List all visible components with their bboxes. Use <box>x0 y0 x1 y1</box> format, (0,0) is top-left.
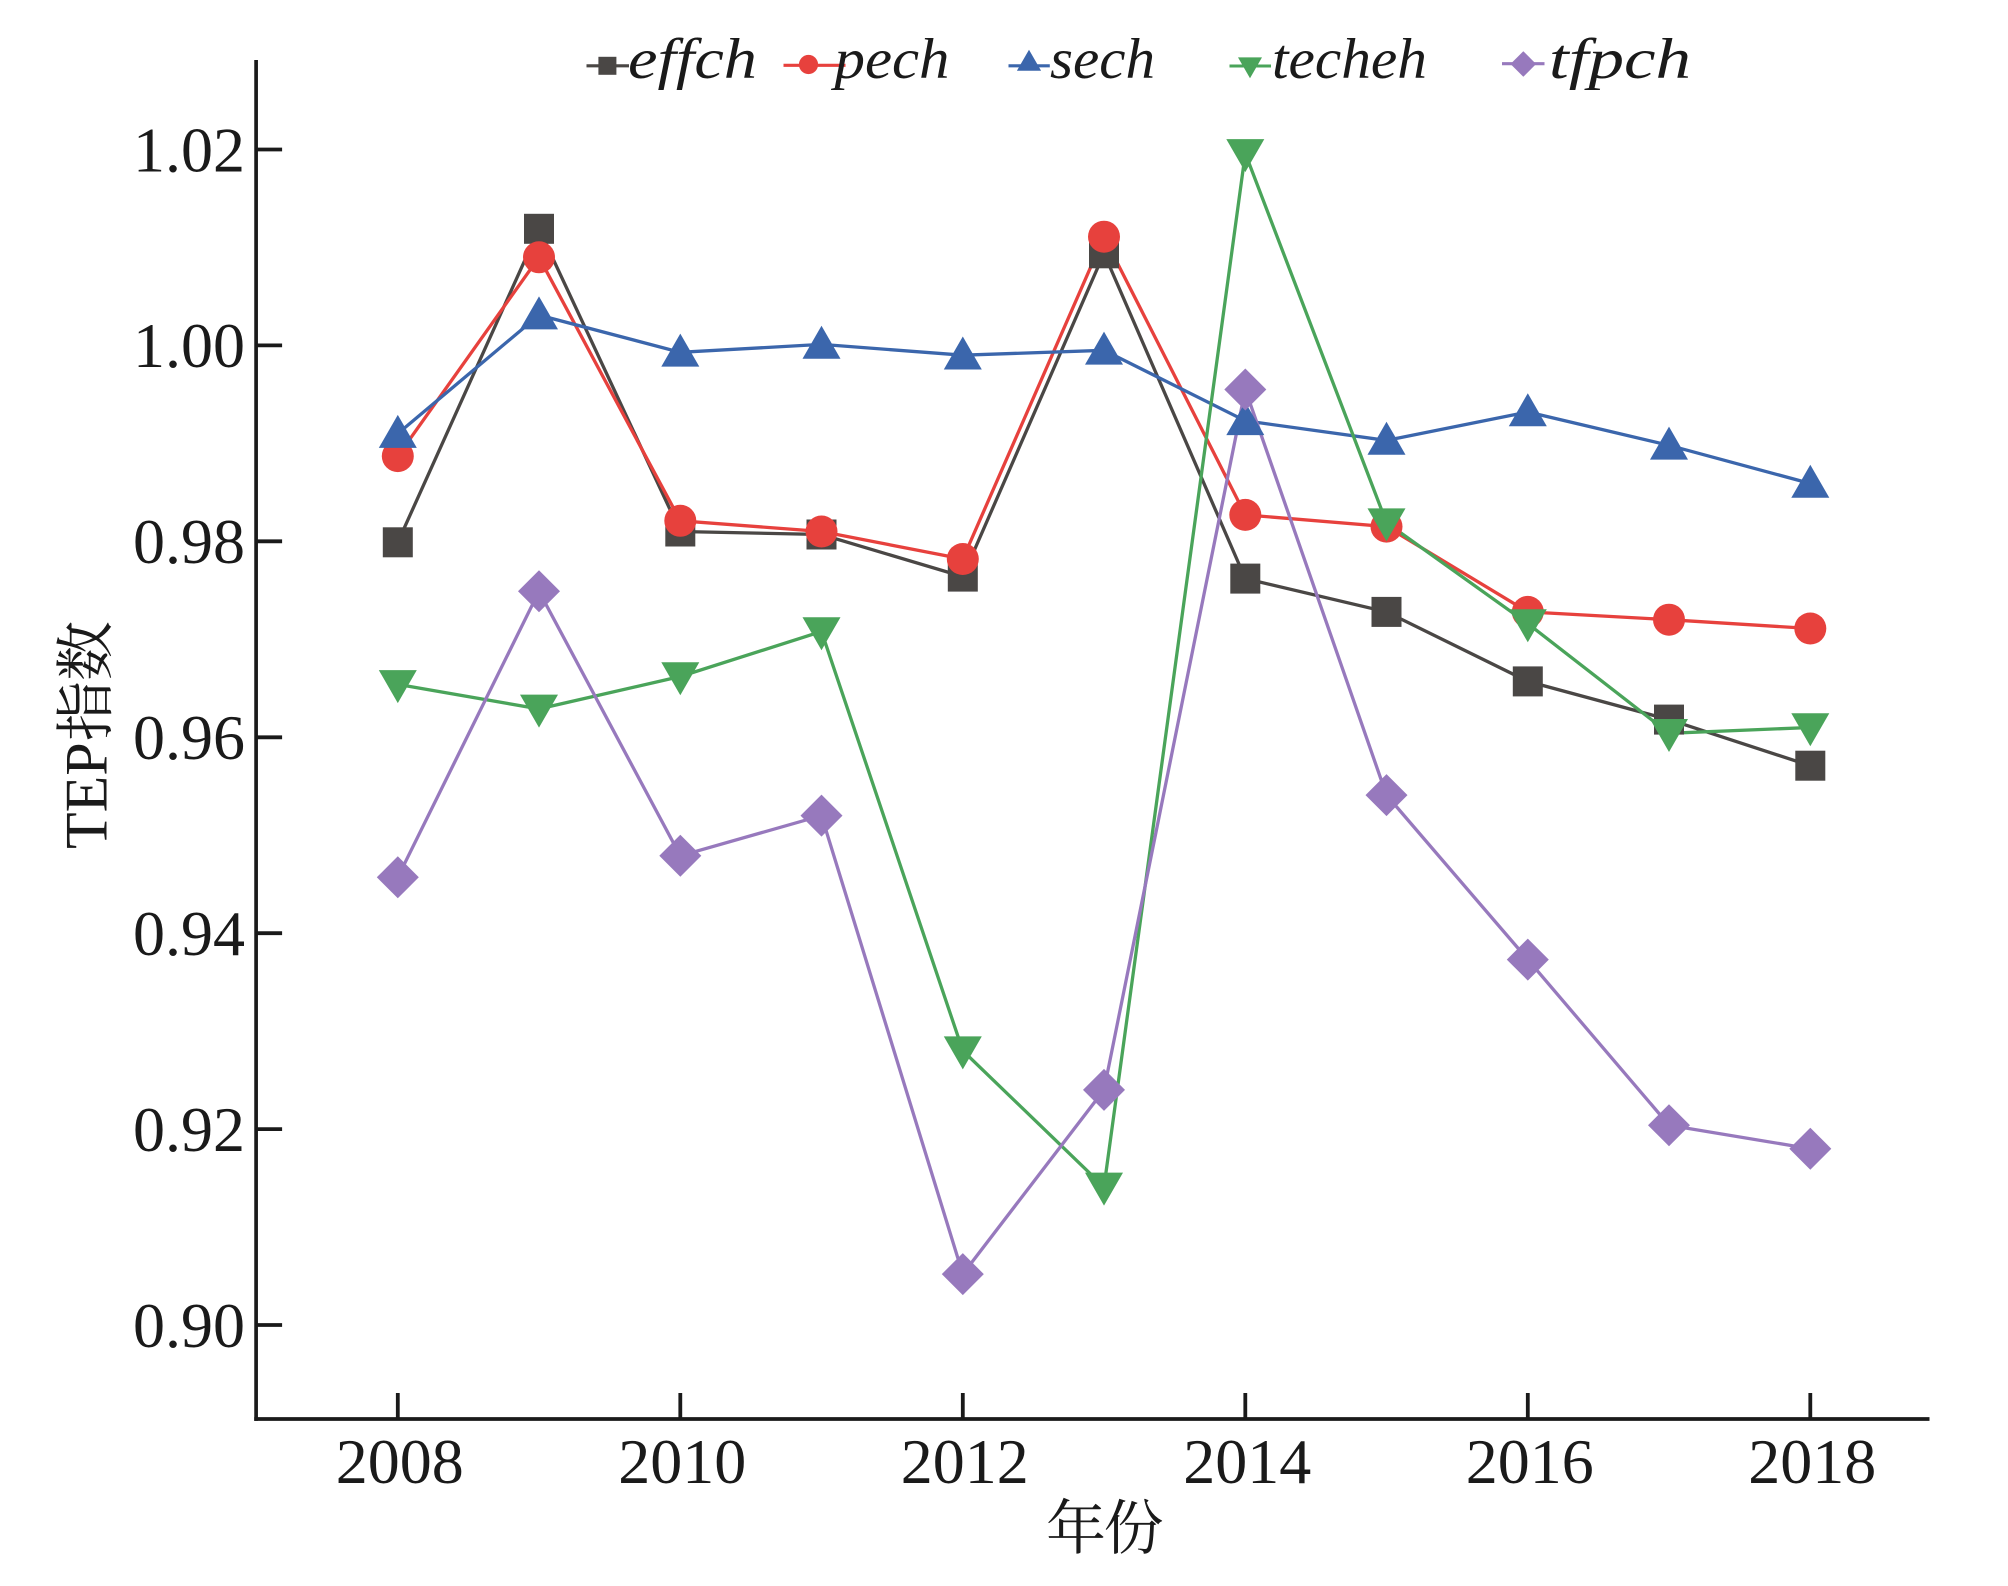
svg-text:0.98: 0.98 <box>133 506 245 577</box>
svg-text:effch: effch <box>628 28 757 91</box>
svg-text:0.90: 0.90 <box>133 1290 245 1361</box>
svg-text:1.00: 1.00 <box>133 310 245 381</box>
svg-text:TEP: TEP <box>54 742 120 849</box>
svg-text:sech: sech <box>1050 28 1155 91</box>
svg-text:2008: 2008 <box>336 1426 464 1497</box>
svg-text:2016: 2016 <box>1466 1426 1594 1497</box>
svg-text:tfpch: tfpch <box>1549 28 1691 91</box>
svg-text:2012: 2012 <box>901 1426 1029 1497</box>
svg-text:2010: 2010 <box>618 1426 746 1497</box>
svg-text:0.94: 0.94 <box>133 898 245 969</box>
svg-text:techeh: techeh <box>1272 28 1427 91</box>
svg-text:0.92: 0.92 <box>133 1094 245 1165</box>
svg-text:0.96: 0.96 <box>133 702 245 773</box>
svg-text:1.02: 1.02 <box>133 114 245 185</box>
svg-text:2014: 2014 <box>1183 1426 1311 1497</box>
svg-text:2018: 2018 <box>1748 1426 1876 1497</box>
svg-text:pech: pech <box>830 28 949 91</box>
